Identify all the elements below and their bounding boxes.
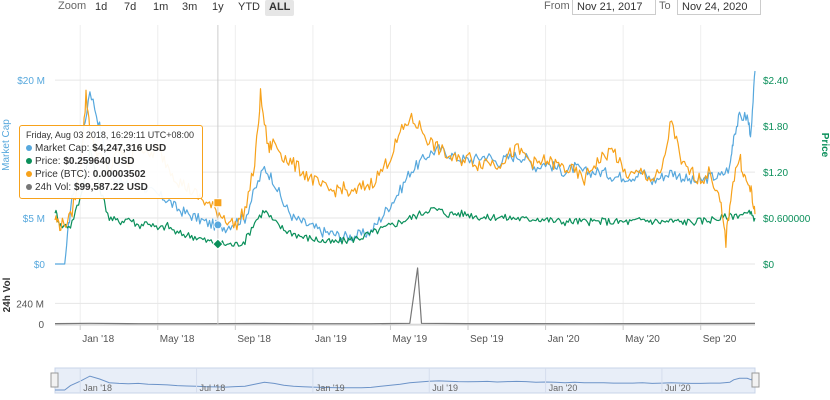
x-axis-tick-label: Jan '19 xyxy=(315,334,347,345)
from-label: From xyxy=(544,0,570,12)
range-selector: Zoom 1d 7d 1m 3m 1y YTD ALL From To xyxy=(0,0,830,18)
tooltip-label: Market Cap: xyxy=(35,143,90,154)
right-axis-tick-label: $1.20 xyxy=(763,168,788,179)
zoom-ytd-button[interactable]: YTD xyxy=(238,1,260,13)
price-dot-icon xyxy=(26,158,32,165)
navigator-series-line xyxy=(55,374,756,391)
zoom-label: Zoom xyxy=(58,0,87,12)
zoom-1m-button[interactable]: 1m xyxy=(153,1,169,13)
x-axis-tick-label: Jan '18 xyxy=(82,334,114,345)
volume-axis-title: 24h Vol xyxy=(2,277,13,312)
tooltip-label: 24h Vol: xyxy=(35,182,72,193)
tooltip-row-price-btc: Price (BTC): 0.00003502 xyxy=(26,168,196,181)
x-axis-tick-label: Sep '19 xyxy=(470,334,504,345)
tooltip: Friday, Aug 03 2018, 16:29:11 UTC+08:00 … xyxy=(19,125,203,199)
series-line-market-cap xyxy=(55,70,756,265)
volume-dot-icon xyxy=(26,184,32,191)
navigator-range-mask[interactable] xyxy=(54,367,756,394)
volume-axis-tick-label: 240 M xyxy=(16,299,44,310)
left-axis-title: Market Cap xyxy=(1,119,12,171)
series-layer xyxy=(54,70,756,325)
navigator-tick-label: Jul '18 xyxy=(200,383,226,393)
zoom-1d-button[interactable]: 1d xyxy=(95,1,108,13)
tooltip-row-volume: 24h Vol: $99,587.22 USD xyxy=(26,181,196,194)
tooltip-date: Friday, Aug 03 2018, 16:29:11 UTC+08:00 xyxy=(26,130,195,140)
x-axis-tick-label: May '19 xyxy=(392,334,427,345)
axes-layer: $0 $5 M $20 M Market Cap $0 $0.600000 $1.20 $1.… xyxy=(1,76,830,345)
tooltip-label: Price (BTC): xyxy=(35,169,90,180)
right-axis-title: Price xyxy=(819,133,830,158)
navigator-left-handle[interactable] xyxy=(50,372,59,388)
tooltip-row-price: Price: $0.259640 USD xyxy=(26,155,196,168)
market-cap-marker xyxy=(213,220,223,230)
to-label: To xyxy=(659,0,671,12)
to-date-input[interactable] xyxy=(677,0,761,15)
navigator-tick-label: Jan '19 xyxy=(316,383,345,393)
x-axis-tick-label: Jan '20 xyxy=(548,334,580,345)
left-axis-tick-label: $0 xyxy=(34,260,46,271)
price-marker xyxy=(212,238,224,250)
right-axis-tick-label: $2.40 xyxy=(763,76,788,87)
zoom-3m-button[interactable]: 3m xyxy=(182,1,198,13)
series-line-price xyxy=(54,147,756,247)
left-axis-tick-label: $5 M xyxy=(23,214,45,225)
price-btc-marker xyxy=(213,198,223,208)
tooltip-value: $4,247,316 USD xyxy=(92,143,167,154)
left-axis-tick-label: $20 M xyxy=(17,76,45,87)
x-axis-tick-label: Sep '18 xyxy=(237,334,271,345)
x-axis-tick-label: May '18 xyxy=(160,334,195,345)
market-cap-dot-icon xyxy=(26,145,32,152)
navigator-tick-label: Jan '20 xyxy=(549,383,578,393)
navigator-tick-label: Jan '18 xyxy=(83,383,112,393)
tooltip-label: Price: xyxy=(35,156,61,167)
zoom-all-button[interactable]: ALL xyxy=(265,0,295,16)
crosshair xyxy=(212,25,224,324)
zoom-7d-button[interactable]: 7d xyxy=(124,1,137,13)
navigator-tick-label: Jul '20 xyxy=(665,383,691,393)
x-axis-tick-label: Sep '20 xyxy=(703,334,737,345)
zoom-1y-button[interactable]: 1y xyxy=(212,1,224,13)
price-btc-dot-icon xyxy=(26,171,32,178)
right-axis-tick-label: $0.600000 xyxy=(763,214,811,225)
from-date-input[interactable] xyxy=(572,0,656,15)
navigator-tick-label: Jul '19 xyxy=(432,383,458,393)
tooltip-value: $0.259640 USD xyxy=(63,156,135,167)
navigator[interactable]: Jan '18 Jul '18 Jan '19 Jul '19 Jan '20 Jul '… xyxy=(50,367,760,394)
volume-axis-tick-label: 0 xyxy=(38,320,44,331)
tooltip-value: $99,587.22 USD xyxy=(73,182,148,193)
tooltip-value: 0.00003502 xyxy=(92,169,146,180)
tooltip-row-market-cap: Market Cap: $4,247,316 USD xyxy=(26,142,196,155)
right-axis-tick-label: $1.80 xyxy=(763,122,788,133)
navigator-right-handle[interactable] xyxy=(751,372,760,388)
x-axis-tick-label: May '20 xyxy=(625,334,660,345)
series-line-24h-vol xyxy=(54,267,756,325)
right-axis-tick-label: $0 xyxy=(763,260,775,271)
